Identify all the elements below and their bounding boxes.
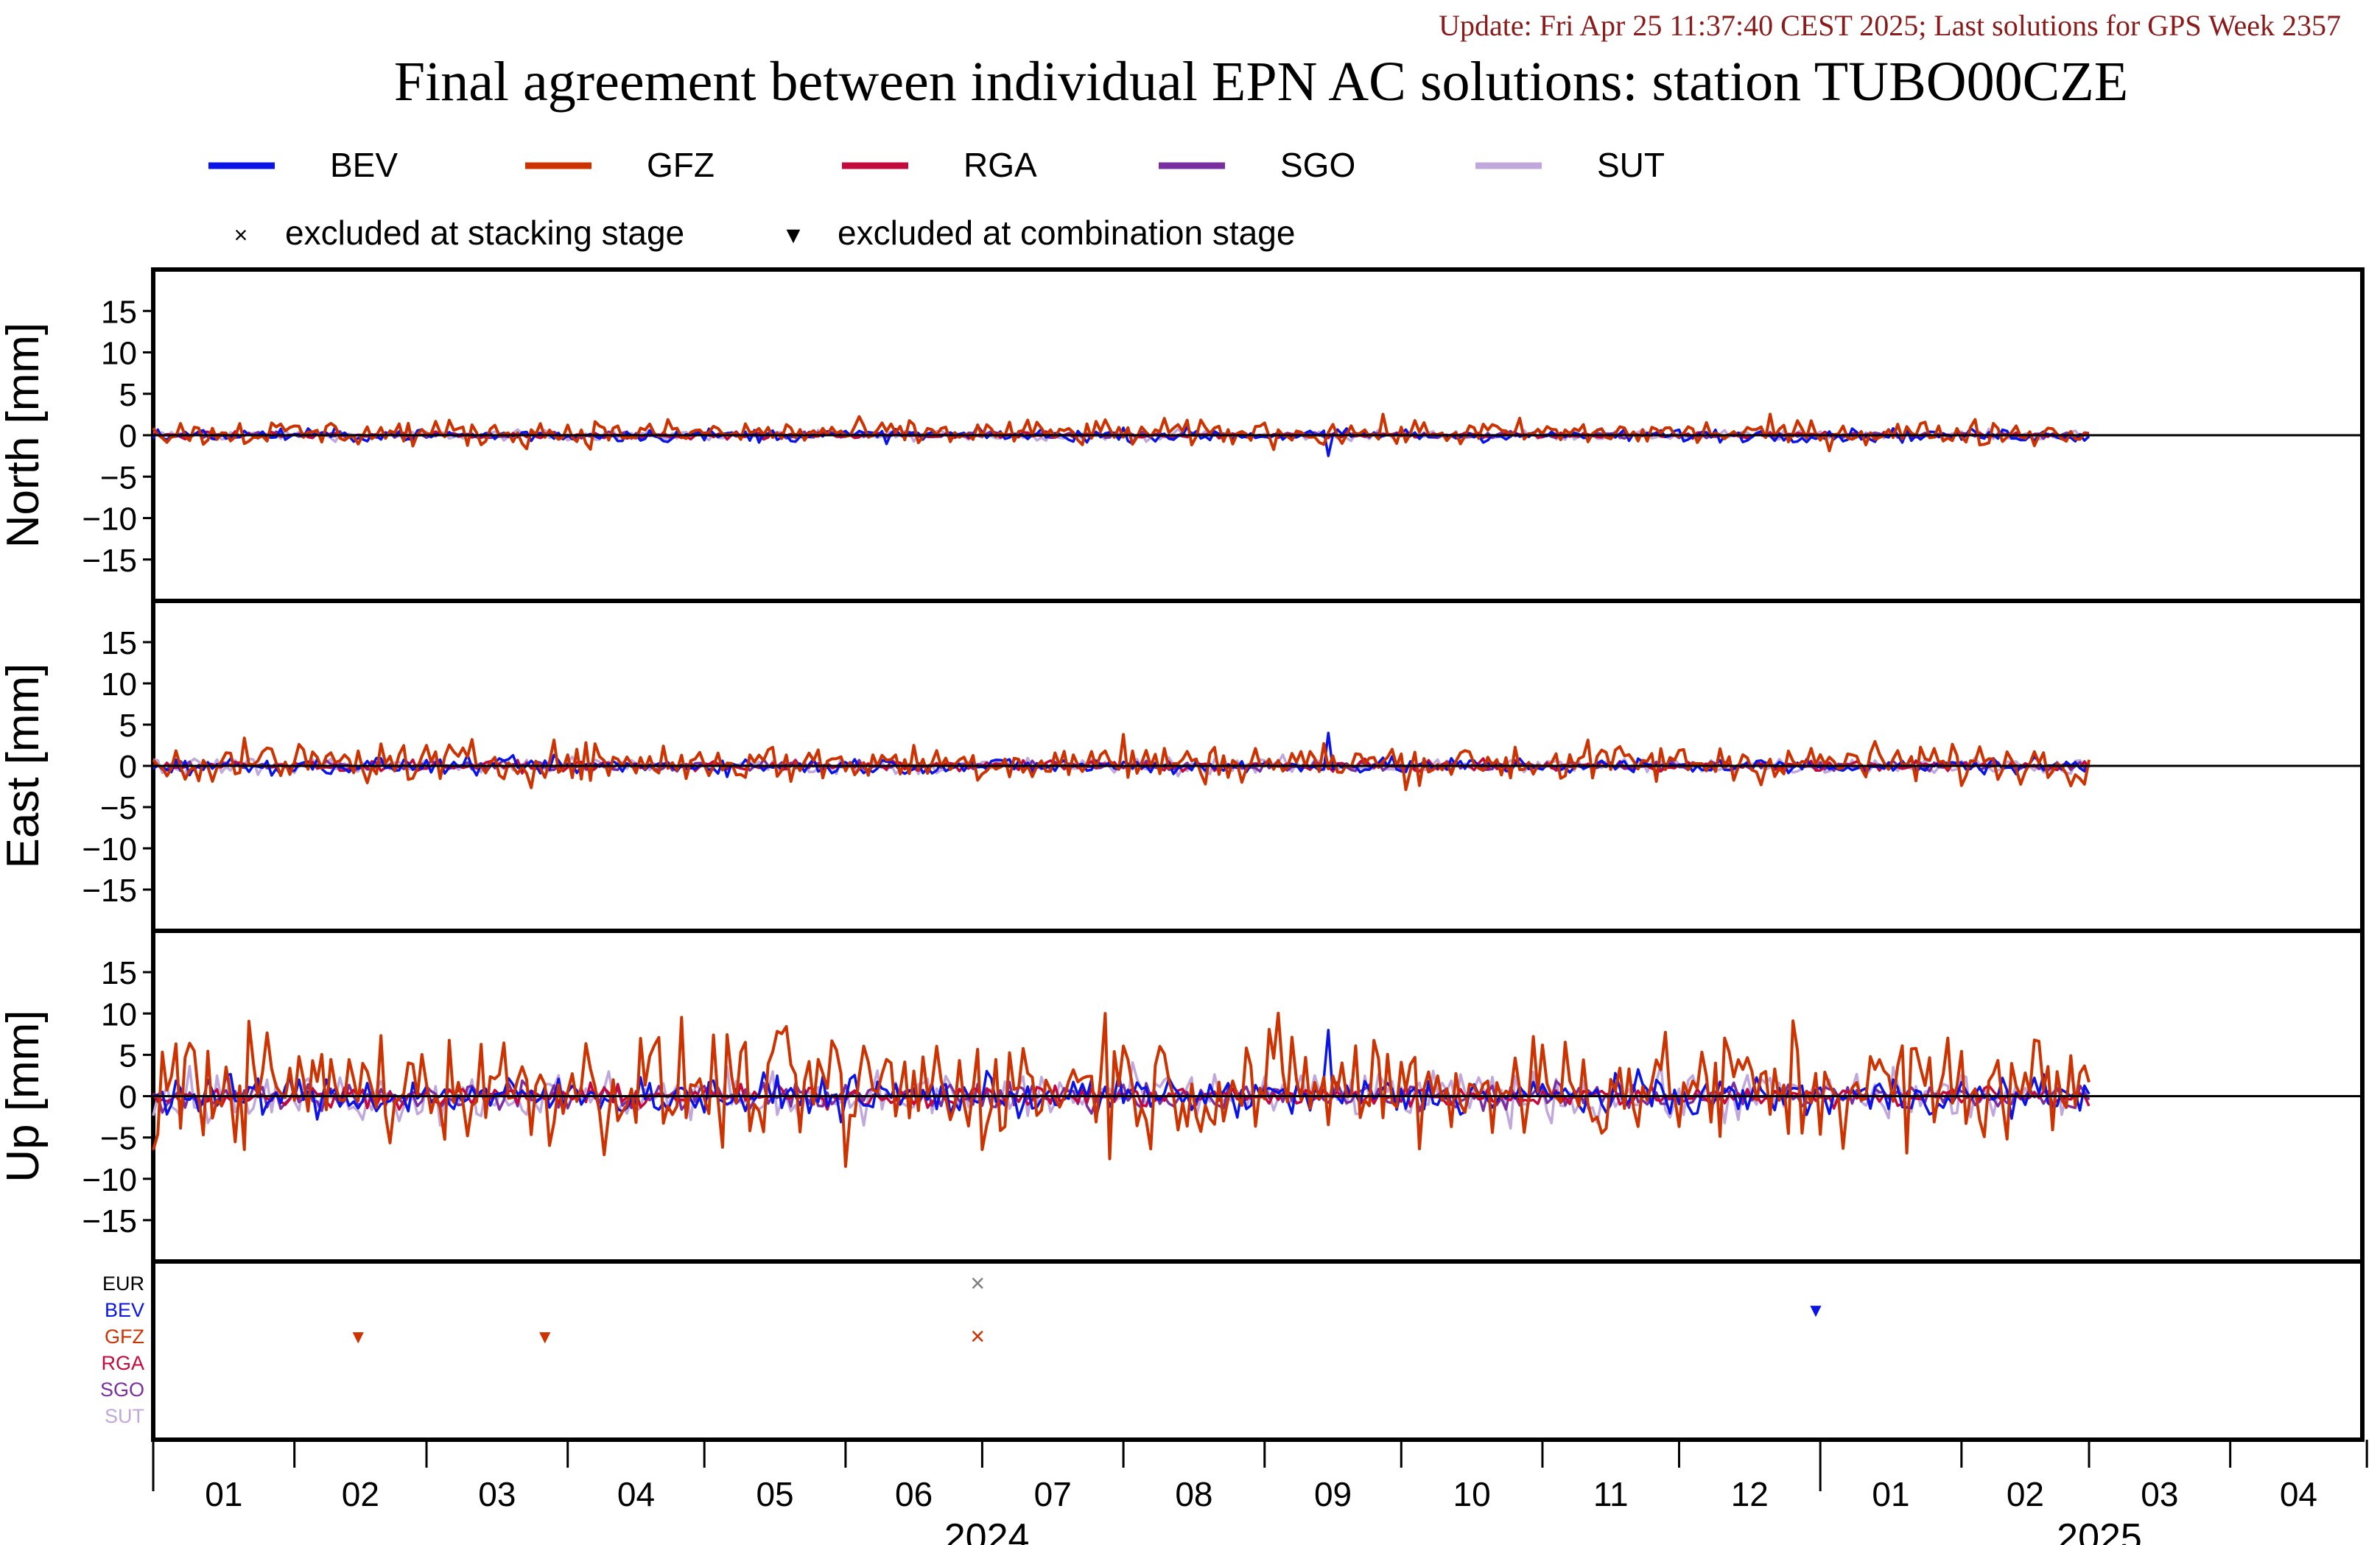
xtick-month-label: 08 [1175,1475,1212,1513]
exclusion-row-label: EUR [102,1273,144,1295]
legend-label-sut: SUT [1597,146,1665,184]
xtick-month-label: 01 [1872,1475,1909,1513]
xtick-month-label: 10 [1453,1475,1491,1513]
panel-frame-exclusions [151,1259,2365,1442]
ytick-label: 0 [119,749,137,785]
ylabel-up: Up [mm] [0,1010,49,1182]
ytick-label: −5 [100,460,137,496]
xtick-month-label: 04 [2280,1475,2317,1513]
ytick-label: −10 [82,1162,137,1198]
ytick-label: −15 [82,543,137,579]
exclusion-marker: ▼ [536,1326,555,1348]
ytick-label: 0 [119,418,137,454]
xtick-month-label: 05 [756,1475,793,1513]
legend-marker-label: excluded at stacking stage [285,214,684,252]
ytick-label: 15 [101,625,137,661]
series-gfz-up [152,1011,2091,1168]
ytick-label: −5 [100,790,137,826]
xtick-month-label: 01 [205,1475,242,1513]
xtick-month-label: 02 [342,1475,379,1513]
chart-title: Final agreement between individual EPN A… [394,51,2128,113]
xaxis-year-label: 2024 [944,1516,1030,1545]
legend-marker-symbol: ▼ [782,222,805,248]
xtick-month-label: 07 [1034,1475,1072,1513]
ytick-label: 10 [101,996,137,1032]
exclusion-row-label: BEV [105,1299,144,1321]
xtick-month-label: 03 [2141,1475,2178,1513]
ylabel-north: North [mm] [0,323,49,549]
legend-label-bev: BEV [330,146,398,184]
ytick-label: 10 [101,336,137,372]
ytick-label: −15 [82,873,137,909]
ytick-label: 15 [101,955,137,991]
legend-marker-label: excluded at combination stage [838,214,1295,252]
panel-exclusions: EUR BEV GFZ RGA SGO SUT × ▼ ▼ ▼ × [100,1259,2365,1442]
legend-label-gfz: GFZ [647,146,715,184]
xtick-month-label: 12 [1731,1475,1769,1513]
xtick-month-label: 03 [478,1475,516,1513]
legend-label-sgo: SGO [1280,146,1355,184]
ylabel-east: East [mm] [0,663,49,868]
panels: −15 −10 −5 0 5 10 15 North [mm] −15 −10 −5 0 5 10 15 Ea… [0,267,2365,1442]
panel-north: −15 −10 −5 0 5 10 15 North [mm] [0,267,2365,603]
xtick-month-label: 09 [1314,1475,1352,1513]
exclusion-row-label: GFZ [105,1326,144,1348]
series-gfz-north [152,412,2090,453]
ytick-label: −10 [82,501,137,538]
xtick-month-label: 02 [2007,1475,2044,1513]
exclusion-row-label: RGA [101,1352,144,1374]
exclusion-row-label: SUT [105,1405,144,1427]
ytick-label: 5 [119,377,137,413]
ytick-label: 10 [101,666,137,703]
ytick-label: 0 [119,1080,137,1116]
xtick-month-label: 04 [617,1475,655,1513]
exclusion-marker: × [970,1323,985,1351]
ytick-label: −10 [82,831,137,867]
series-gfz-east [152,733,2091,792]
legend-marker-symbol: × [234,222,248,248]
x-axis: 01 02 03 04 05 06 07 08 09 10 11 12 01 02 03 04 2024 2025 [152,1440,2368,1545]
xaxis-year-label: 2025 [2057,1516,2142,1545]
update-text: Update: Fri Apr 25 11:37:40 CEST 2025; L… [1439,9,2341,42]
ytick-label: 5 [119,1038,137,1074]
ytick-label: −5 [100,1121,137,1157]
exclusion-marker: × [970,1270,985,1298]
panel-up: −15 −10 −5 0 5 10 15 Up [mm] [0,929,2365,1264]
ytick-label: 15 [101,294,137,330]
exclusion-row-label: SGO [100,1379,144,1401]
legend-label-rga: RGA [963,146,1037,184]
ytick-label: −15 [82,1203,137,1239]
xtick-month-label: 11 [1593,1475,1629,1513]
panel-east: −15 −10 −5 0 5 10 15 East [mm] [0,599,2365,933]
legend: BEV GFZ RGA SGO SUT × excluded at stacking sta… [208,146,1665,252]
ytick-label: 5 [119,708,137,744]
xtick-month-label: 06 [895,1475,933,1513]
exclusion-marker: ▼ [1806,1299,1825,1321]
exclusion-marker: ▼ [348,1326,368,1348]
